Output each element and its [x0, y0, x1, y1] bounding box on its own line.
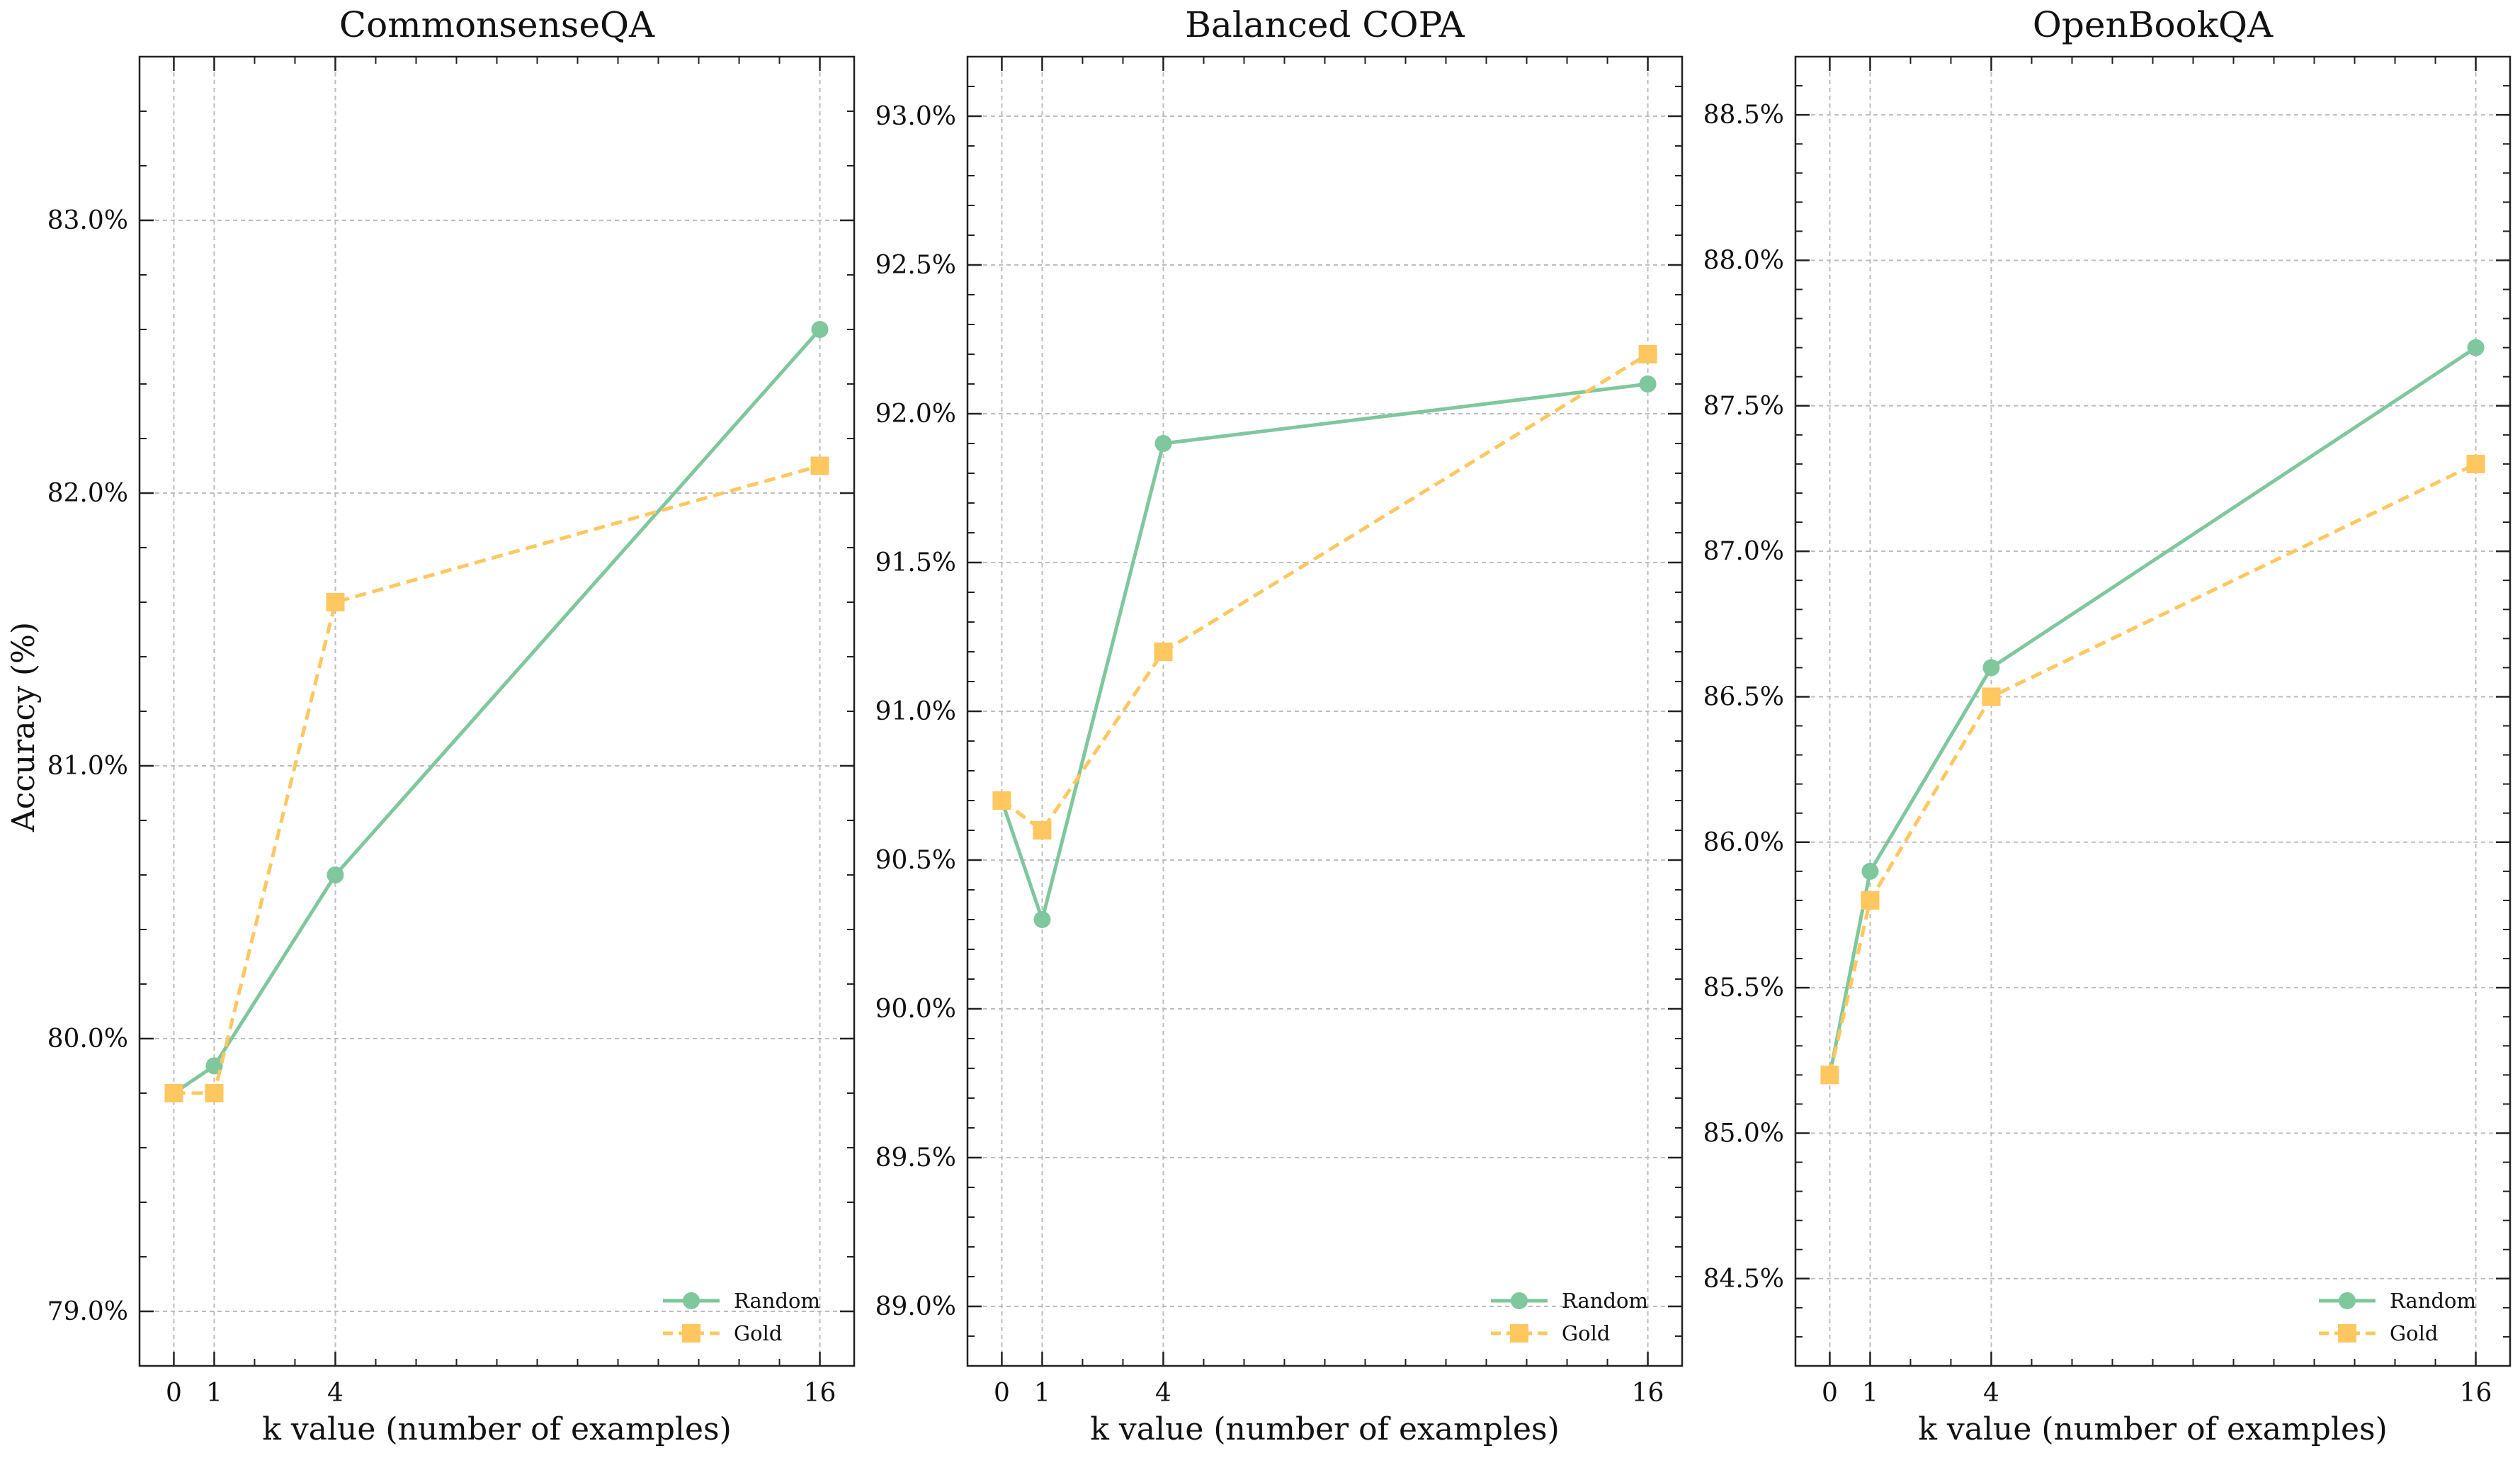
x-tick-label: 4	[1983, 1379, 1999, 1408]
legend: Random Gold	[1491, 1289, 1648, 1345]
data-point-random	[327, 866, 344, 883]
data-point-random	[1639, 375, 1657, 392]
y-tick-label: 93.0%	[875, 102, 956, 131]
legend: Random Gold	[2319, 1289, 2476, 1345]
y-tick-label: 89.5%	[875, 1143, 956, 1172]
y-tick-label: 84.5%	[1703, 1265, 1784, 1294]
legend-marker-random	[683, 1292, 700, 1309]
legend-marker-gold	[682, 1324, 700, 1343]
legend-label-gold: Gold	[2390, 1321, 2438, 1345]
legend-label-gold: Gold	[1562, 1321, 1610, 1345]
legend-label-random: Random	[1562, 1289, 1648, 1313]
x-axis-label: k value (number of examples)	[1918, 1411, 2388, 1447]
data-point-gold	[1820, 1066, 1839, 1085]
x-tick-label: 0	[1822, 1379, 1838, 1408]
y-tick-label: 80.0%	[47, 1024, 128, 1053]
data-point-random	[2467, 339, 2485, 356]
chart-title: CommonsenseQA	[339, 4, 655, 45]
data-point-gold	[164, 1084, 183, 1102]
data-point-gold	[1154, 643, 1173, 661]
x-tick-label: 4	[1155, 1379, 1171, 1408]
x-tick-label: 1	[1034, 1379, 1050, 1408]
legend-marker-random	[1511, 1292, 1528, 1309]
y-tick-label: 91.5%	[875, 548, 956, 577]
chart-title: OpenBookQA	[2033, 4, 2274, 45]
x-tick-label: 0	[166, 1379, 182, 1408]
x-tick-label: 4	[327, 1379, 344, 1408]
chart-panel-1: 79.0% 80.0% 81.0% 82.0% 83.0% 0 1 4 16 Commonsens…	[47, 4, 856, 1447]
y-tick-label: 83.0%	[47, 206, 128, 235]
series-line-random	[173, 328, 822, 1095]
legend-label-random: Random	[734, 1289, 820, 1313]
x-tick-label: 1	[206, 1379, 222, 1408]
legend-label-gold: Gold	[734, 1321, 782, 1345]
y-tick-label: 82.0%	[47, 479, 128, 508]
x-tick-label: 16	[1632, 1379, 1664, 1408]
data-point-gold	[810, 456, 829, 475]
legend-label-random: Random	[2390, 1289, 2476, 1313]
legend-marker-gold	[2338, 1324, 2356, 1343]
data-point-random	[1033, 911, 1051, 928]
y-tick-label: 92.0%	[875, 400, 956, 429]
x-axis-label: k value (number of examples)	[1090, 1411, 1560, 1447]
x-tick-label: 1	[1862, 1379, 1878, 1408]
x-tick-label: 16	[2460, 1379, 2492, 1408]
x-tick-label: 0	[994, 1379, 1010, 1408]
data-point-gold	[326, 593, 345, 611]
data-point-gold	[992, 791, 1011, 810]
series-line-random	[1000, 382, 1648, 922]
legend: Random Gold	[663, 1289, 820, 1345]
y-axis-label: Accuracy (%)	[6, 622, 42, 832]
data-point-gold	[205, 1084, 224, 1102]
legend-marker-gold	[1510, 1324, 1528, 1343]
series-line-gold	[1001, 352, 1649, 832]
legend-marker-random	[2339, 1292, 2356, 1309]
y-tick-label: 87.5%	[1703, 392, 1784, 421]
y-tick-label: 79.0%	[47, 1297, 128, 1326]
data-point-random	[1861, 862, 1879, 880]
y-tick-label: 81.0%	[47, 752, 128, 781]
plot-frame	[1794, 55, 2512, 1367]
y-tick-label: 86.0%	[1703, 828, 1784, 857]
plot-frame	[966, 55, 1684, 1367]
data-point-gold	[1861, 891, 1880, 910]
series-line-random	[1828, 346, 2477, 1075]
y-tick-label: 90.0%	[875, 995, 956, 1024]
data-point-gold	[1033, 821, 1052, 840]
data-point-gold	[1982, 687, 2001, 706]
data-point-random	[811, 321, 829, 338]
chart-panel-2: 89.0% 89.5% 90.0% 90.5% 91.0% 91.5% 92.0% 92.5%…	[875, 4, 1684, 1447]
y-tick-label: 91.0%	[875, 697, 956, 726]
y-tick-label: 86.5%	[1703, 682, 1784, 711]
y-tick-label: 90.5%	[875, 846, 956, 875]
x-tick-label: 16	[804, 1379, 836, 1408]
chart-panel-3: 84.5% 85.0% 85.5% 86.0% 86.5% 87.0% 87.5% 88.0%…	[1703, 4, 2512, 1447]
data-point-random	[1154, 435, 1172, 452]
y-tick-label: 85.5%	[1703, 973, 1784, 1002]
y-tick-label: 92.5%	[875, 251, 956, 280]
y-tick-label: 85.0%	[1703, 1119, 1784, 1148]
data-point-gold	[2466, 454, 2485, 473]
y-tick-label: 87.0%	[1703, 537, 1784, 566]
chart-title: Balanced COPA	[1185, 4, 1465, 45]
plot-frame	[138, 55, 856, 1367]
y-tick-label: 88.0%	[1703, 246, 1784, 275]
series-line-gold	[174, 464, 821, 1095]
y-tick-label: 88.5%	[1703, 101, 1784, 130]
data-point-gold	[1638, 345, 1657, 363]
x-axis-label: k value (number of examples)	[262, 1411, 732, 1447]
series-line-gold	[1828, 462, 2477, 1075]
y-tick-label: 89.0%	[875, 1292, 956, 1321]
data-point-random	[1982, 659, 2000, 677]
